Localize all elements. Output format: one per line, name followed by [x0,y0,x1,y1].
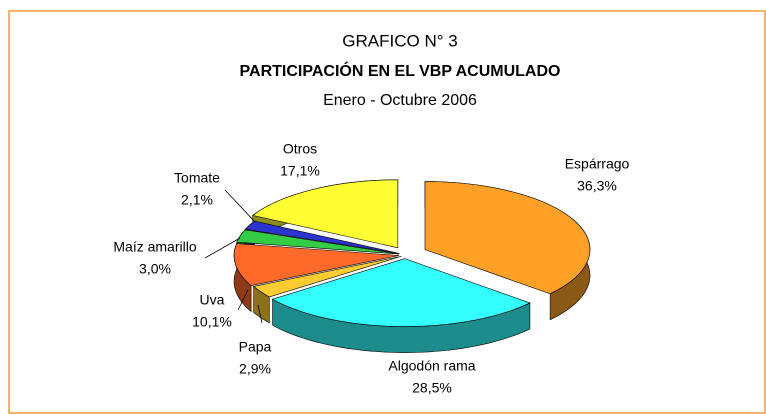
leader-line [237,289,249,311]
chart-caption: GRAFICO N° 3 [342,31,457,50]
leader-line [204,237,241,259]
chart-subtitle: Enero - Octubre 2006 [323,92,477,109]
slice [252,179,399,249]
slice-tops [233,179,591,327]
slice-label: Tomate [174,170,220,186]
slice-label: Algodón rama [388,358,475,374]
slice [424,181,591,295]
slice-label: Papa [239,339,272,355]
slice-value-label: 2,9% [239,361,271,377]
slice-value-label: 28,5% [412,380,452,396]
slice-value-label: 17,1% [280,163,320,179]
slice-label: Espárrago [565,156,630,172]
slice [271,258,531,327]
chart-title: PARTICIPACIÓN EN EL VBP ACUMULADO [240,61,561,80]
leader-line [224,189,256,223]
slice-value-label: 36,3% [577,178,617,194]
slice [236,229,400,255]
slice-value-label: 2,1% [181,192,213,208]
slice-label: Uva [200,292,225,308]
slice-value-label: 3,0% [139,261,171,277]
leader-line [257,304,263,324]
slice [252,255,402,298]
slice-value-label: 10,1% [192,314,232,330]
slice [233,243,400,286]
slice-label: Otros [283,141,317,157]
slice-label: Maíz amarillo [113,239,196,255]
